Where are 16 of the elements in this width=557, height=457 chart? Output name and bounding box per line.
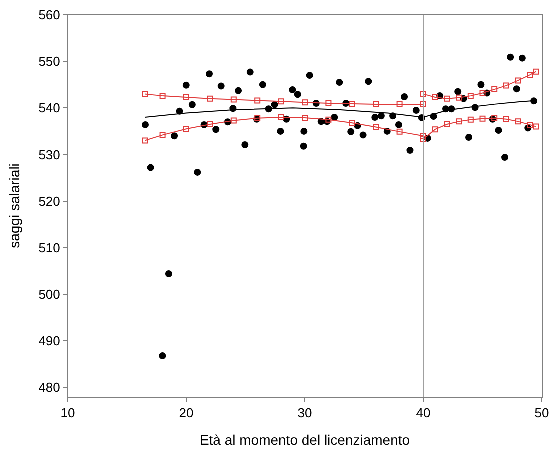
y-axis-title: saggi salariali: [6, 164, 22, 248]
y-tick-label: 510: [38, 240, 60, 256]
x-tick-label: 20: [179, 406, 194, 421]
y-tick-label: 540: [38, 100, 60, 116]
x-tick-label: 50: [534, 406, 550, 421]
y-tick-label: 530: [38, 147, 60, 162]
y-tick-label: 550: [38, 54, 60, 70]
y-tick-label: 500: [38, 287, 60, 302]
y-tick-label: 520: [38, 194, 60, 209]
x-tick-label: 10: [60, 406, 76, 421]
x-tick-label: 30: [298, 406, 312, 421]
x-axis-title: Età al momento del licenziamento: [200, 432, 410, 448]
y-tick-label: 560: [38, 8, 60, 23]
y-tick-label: 480: [38, 380, 60, 396]
x-tick-label: 40: [416, 406, 431, 421]
y-tick-label: 490: [38, 334, 60, 349]
